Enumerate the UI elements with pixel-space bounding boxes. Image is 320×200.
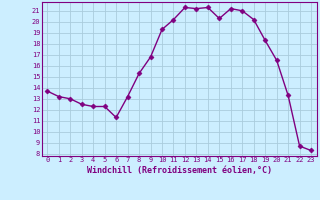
X-axis label: Windchill (Refroidissement éolien,°C): Windchill (Refroidissement éolien,°C) <box>87 166 272 175</box>
